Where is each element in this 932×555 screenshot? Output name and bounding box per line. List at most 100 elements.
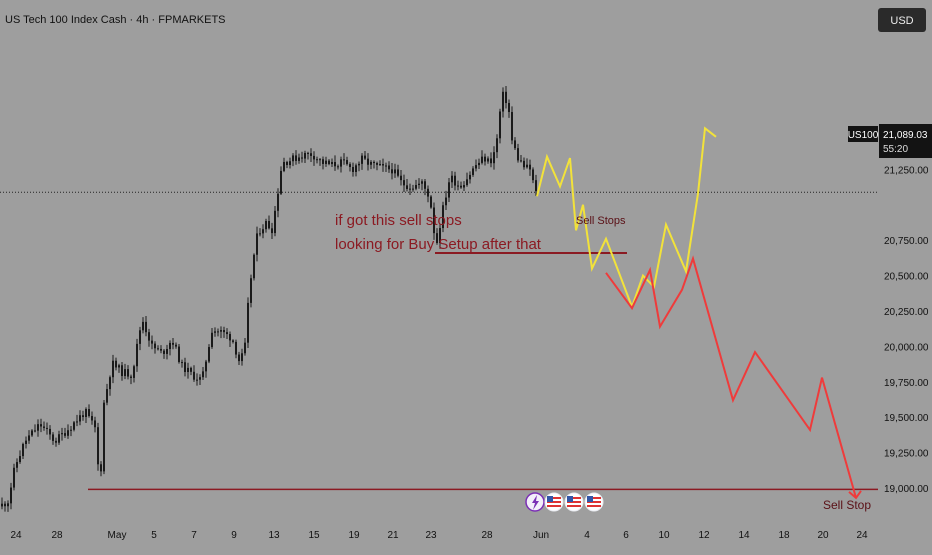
candle-body (106, 389, 108, 403)
candle-body (382, 164, 384, 166)
currency-label: USD (890, 15, 913, 27)
candle-body (475, 165, 477, 169)
candle-body (325, 160, 327, 164)
candle-body (523, 160, 525, 168)
candle-body (223, 330, 225, 333)
candle-body (202, 371, 204, 378)
candle-body (340, 159, 342, 167)
sell-stop-label: Sell Stop (823, 498, 871, 512)
candle-body (376, 163, 378, 165)
candle-body (346, 160, 348, 165)
candle-body (535, 180, 537, 192)
x-tick-label: 20 (817, 530, 829, 541)
candle-body (493, 152, 495, 164)
candle-body (418, 183, 420, 186)
candle-body (298, 157, 300, 161)
y-tick-label: 20,000.00 (884, 342, 929, 353)
candle-body (217, 331, 219, 333)
candle-body (4, 503, 6, 507)
candle-body (331, 161, 333, 165)
x-tick-label: 15 (308, 530, 320, 541)
candle-body (64, 433, 66, 436)
candle-body (487, 158, 489, 162)
candle-body (7, 503, 9, 507)
candle-body (292, 155, 294, 162)
lightning-event-icon[interactable] (525, 492, 545, 512)
x-tick-label: Jun (533, 530, 549, 541)
candle-body (349, 164, 351, 167)
candle-body (169, 342, 171, 350)
candle-body (142, 321, 144, 331)
candle-body (193, 371, 195, 380)
candle-body (415, 185, 417, 189)
candle-body (295, 155, 297, 161)
candle-body (19, 456, 21, 463)
candle-body (424, 181, 426, 189)
candle-body (112, 360, 114, 378)
currency-button[interactable]: USD (878, 8, 926, 32)
candle-body (427, 188, 429, 197)
candle-body (466, 179, 468, 186)
yellow-projection-path[interactable] (536, 126, 717, 310)
candle-body (328, 160, 330, 165)
us-flag-event-icon[interactable] (564, 492, 584, 512)
candle-body (49, 428, 51, 435)
candle-body (520, 160, 522, 162)
y-tick-label: 20,250.00 (884, 307, 929, 318)
candle-body (1, 503, 3, 507)
candle-body (388, 165, 390, 170)
candle-body (358, 163, 360, 166)
candle-body (46, 427, 48, 429)
candle-body (22, 443, 24, 457)
y-tick-label: 20,500.00 (884, 272, 929, 283)
candle-body (304, 152, 306, 159)
price-tag-current: 21,089.03 55:20 (879, 124, 932, 158)
candle-body (103, 402, 105, 472)
candle-body (490, 158, 492, 164)
annotation-line-1: if got this sell stops (335, 212, 462, 229)
candle-body (403, 180, 405, 186)
candle-body (247, 302, 249, 343)
drawings-layer (0, 126, 878, 500)
candle-body (250, 278, 252, 303)
us-flag-event-icon[interactable] (584, 492, 604, 512)
red-projection-path[interactable] (605, 255, 857, 499)
candle-body (379, 164, 381, 166)
candle-body (181, 362, 183, 364)
candle-body (172, 342, 174, 345)
candle-body (400, 175, 402, 181)
candle-body (307, 152, 309, 154)
y-tick-label: 19,250.00 (884, 449, 929, 460)
candle-body (289, 161, 291, 166)
x-tick-label: May (108, 530, 127, 541)
candle-body (187, 367, 189, 373)
candle-body (409, 188, 411, 190)
candle-body (355, 165, 357, 172)
x-tick-label: 21 (387, 530, 399, 541)
candle-body (268, 221, 270, 229)
y-tick-label: 19,000.00 (884, 484, 929, 495)
candle-body (373, 161, 375, 164)
candle-body (313, 155, 315, 160)
candle-body (139, 330, 141, 344)
candle-body (529, 164, 531, 170)
candle-body (196, 379, 198, 381)
candle-body (496, 138, 498, 153)
candle-body (31, 430, 33, 436)
candle-body (283, 161, 285, 171)
us-flag-event-icon[interactable] (544, 492, 564, 512)
candle-body (253, 254, 255, 279)
candle-body (361, 155, 363, 164)
candle-body (211, 332, 213, 348)
x-tick-label: 23 (425, 530, 437, 541)
x-tick-label: 13 (268, 530, 280, 541)
symbol-title[interactable]: US Tech 100 Index Cash · 4h · FPMARKETS (5, 14, 226, 26)
candle-body (337, 166, 339, 168)
candle-body (277, 193, 279, 211)
candle-body (154, 343, 156, 349)
candle-body (205, 361, 207, 372)
red-path-arrowhead (848, 490, 862, 500)
candle-body (436, 233, 438, 243)
